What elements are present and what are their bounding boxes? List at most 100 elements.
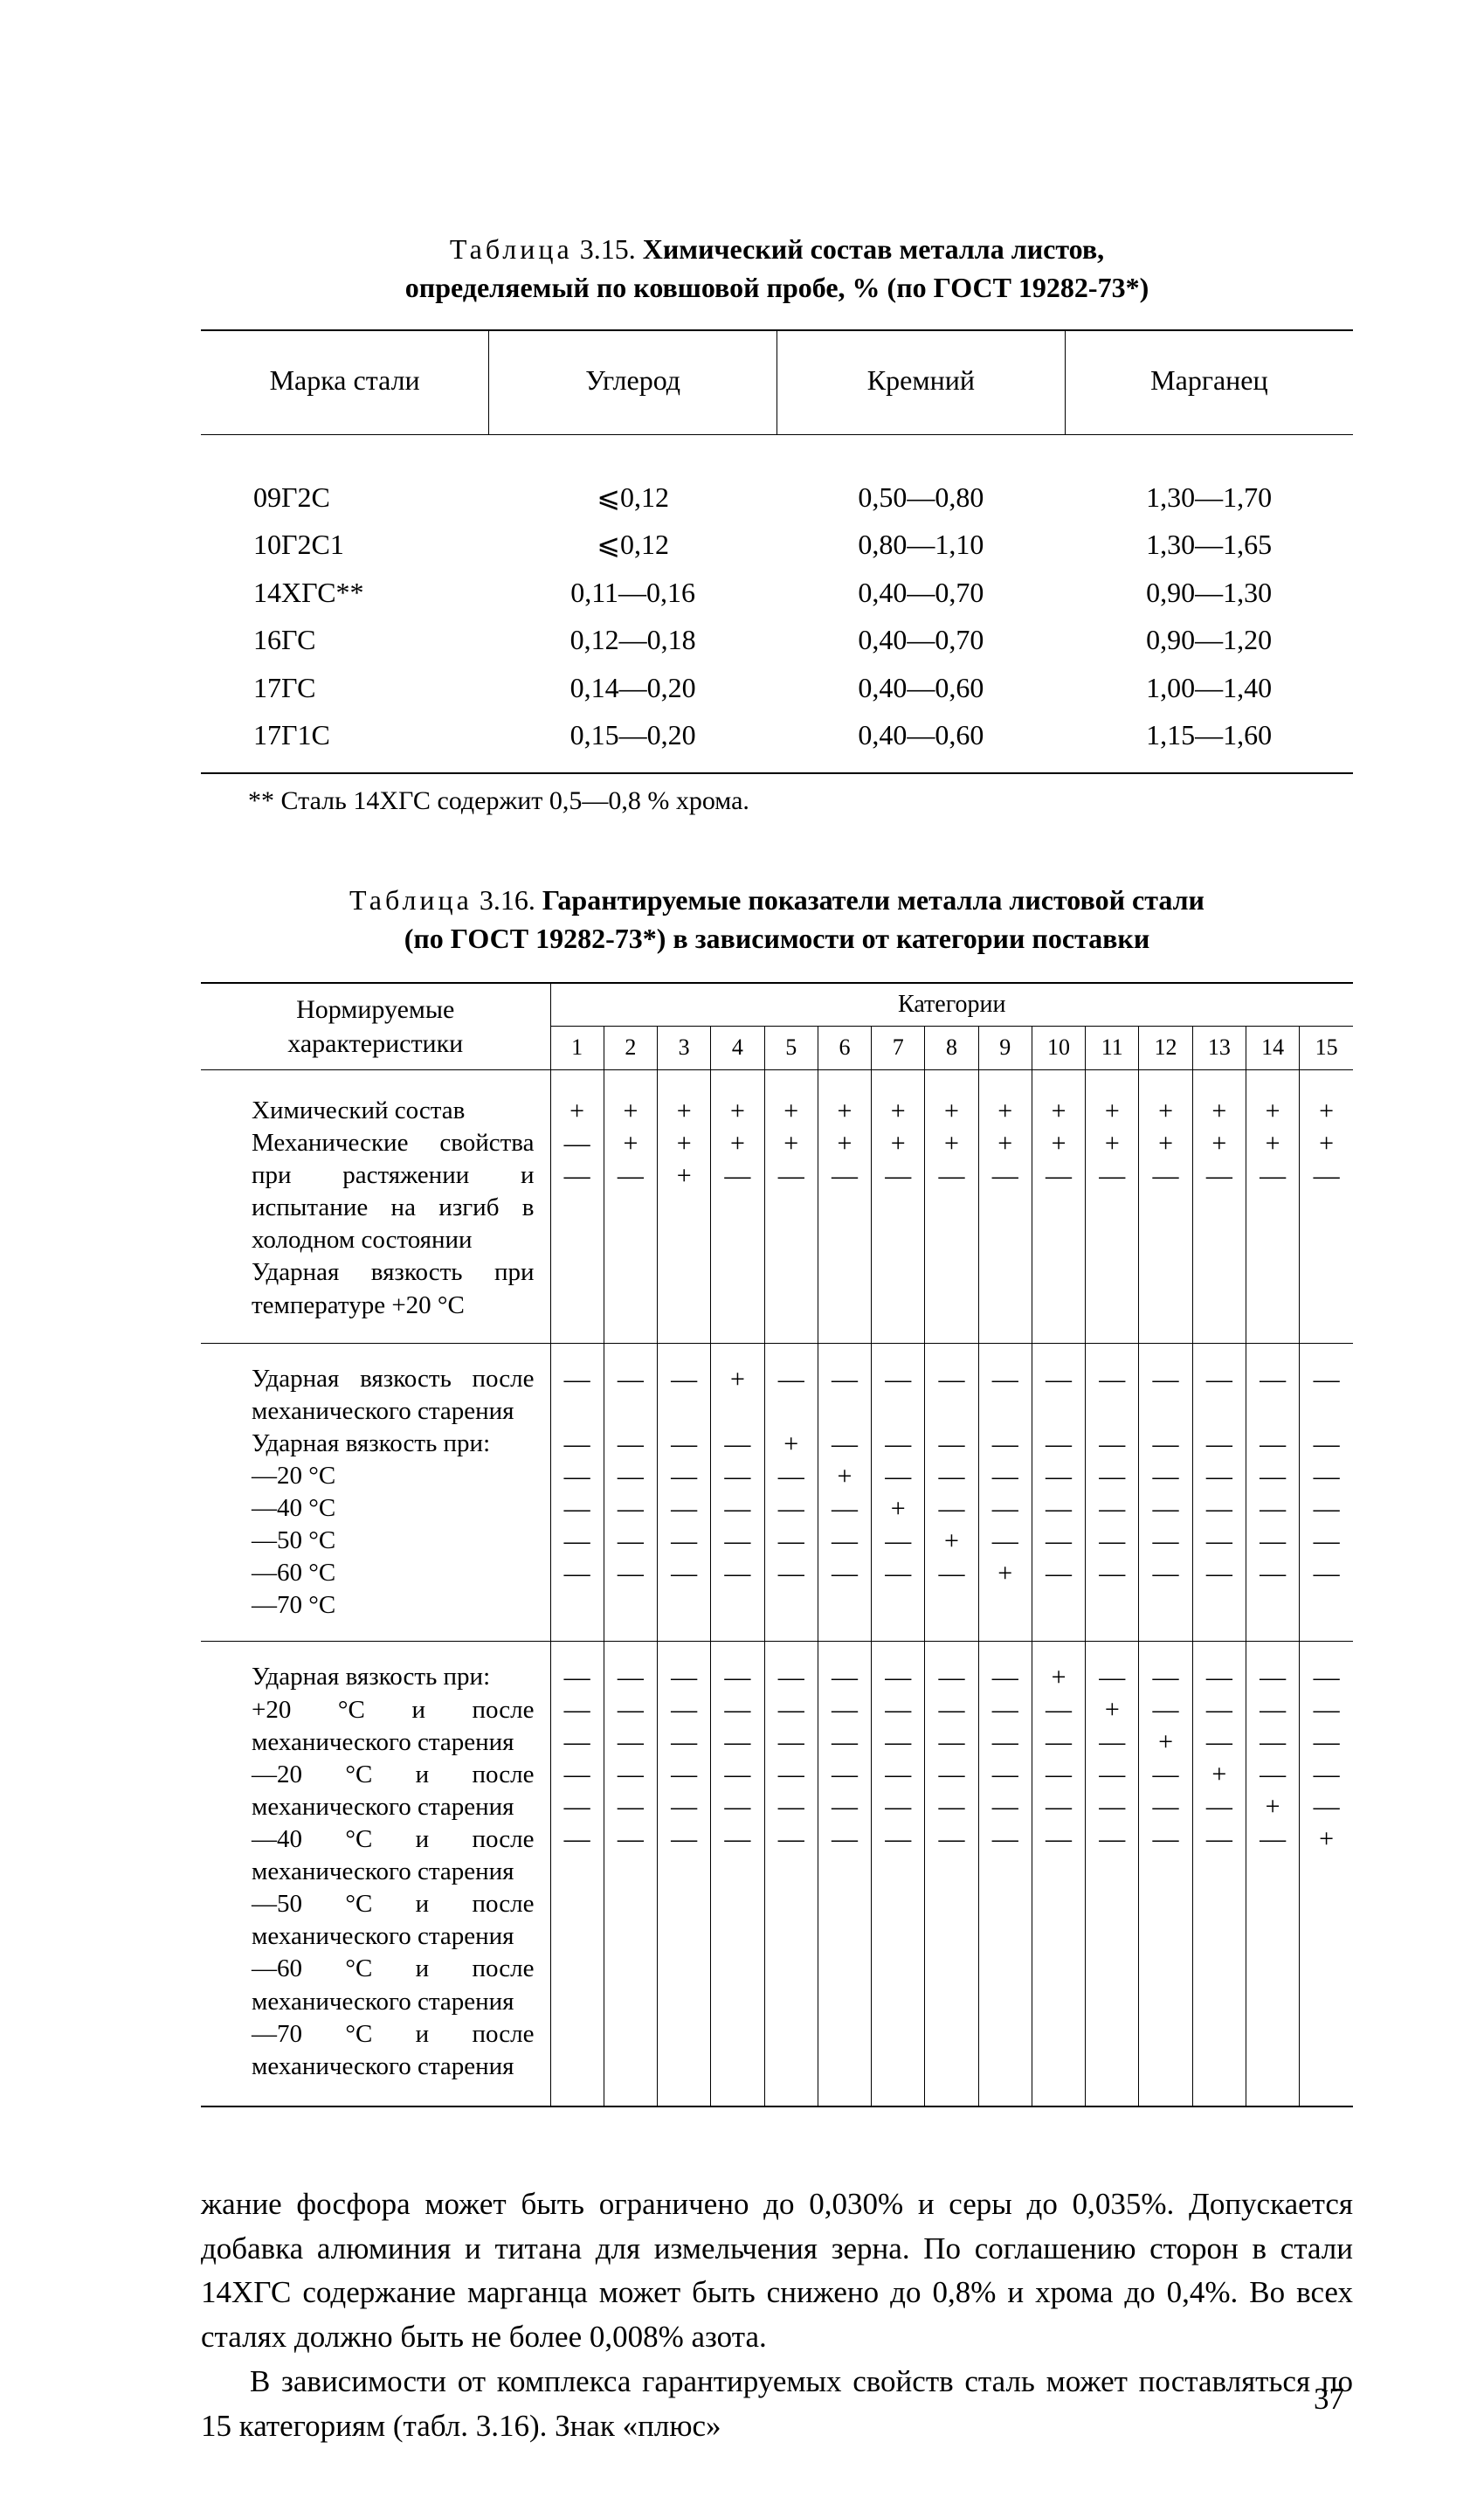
mark: —: [553, 1790, 602, 1823]
table-316-cell: ————+—: [1246, 1642, 1299, 2106]
table-316-cell: ++—: [978, 1069, 1032, 1343]
mark: +: [1195, 1758, 1244, 1790]
table-316-cell: +——: [550, 1069, 604, 1343]
mark: —: [873, 1557, 922, 1589]
mark: +: [1034, 1095, 1083, 1127]
table-316-category-number: 15: [1300, 1026, 1353, 1069]
mark: —: [767, 1363, 816, 1395]
mark: —: [1195, 1428, 1244, 1460]
mark: —: [820, 1661, 869, 1693]
paragraph: жание фосфора может быть ограничено до 0…: [201, 2182, 1353, 2360]
table-316-cell: ——————: [550, 1642, 604, 2106]
mark: —: [820, 1790, 869, 1823]
table-315-header: Углерод: [489, 330, 777, 435]
mark: —: [1034, 1492, 1083, 1525]
table-316-cell: ——————: [1086, 1343, 1139, 1642]
table-316-category-number: 10: [1032, 1026, 1085, 1069]
mark: —: [981, 1823, 1030, 1855]
table-cell: 17Г1С: [201, 711, 489, 773]
table-cell: 1,30—1,70: [1065, 435, 1353, 522]
table-316-cell: ———+——: [872, 1343, 925, 1642]
mark: —: [927, 1693, 976, 1726]
mark: —: [1195, 1823, 1244, 1855]
table-316-label: Таблица: [349, 884, 473, 916]
mark: —: [1087, 1758, 1136, 1790]
table-row: 17ГС0,14—0,200,40—0,601,00—1,40: [201, 664, 1353, 711]
mark: —: [1141, 1460, 1190, 1492]
table-cell: 09Г2С: [201, 435, 489, 522]
mark: —: [767, 1823, 816, 1855]
mark: —: [1248, 1823, 1297, 1855]
table-cell: 0,90—1,20: [1065, 616, 1353, 663]
mark: +: [1301, 1095, 1351, 1127]
mark: +: [927, 1095, 976, 1127]
table-316-cell: ——————: [604, 1343, 657, 1642]
mark: —: [1301, 1557, 1351, 1589]
mark: —: [1248, 1460, 1297, 1492]
mark: +: [713, 1363, 762, 1395]
table-cell: 0,40—0,60: [777, 664, 1066, 711]
mark: —: [1248, 1726, 1297, 1758]
mark: +: [1034, 1127, 1083, 1159]
mark: —: [1248, 1758, 1297, 1790]
mark: —: [927, 1159, 976, 1192]
table-315-title-line2: определяемый по ковшовой пробе, % (по ГО…: [201, 270, 1353, 305]
mark: —: [1034, 1525, 1083, 1557]
mark: +: [1301, 1127, 1351, 1159]
mark: —: [713, 1726, 762, 1758]
mark: —: [606, 1492, 655, 1525]
mark: —: [713, 1159, 762, 1192]
mark: —: [1301, 1693, 1351, 1726]
table-316-category-number: 1: [550, 1026, 604, 1069]
table-316-cell: —————+: [978, 1343, 1032, 1642]
mark: —: [1087, 1363, 1136, 1395]
mark: —: [1087, 1460, 1136, 1492]
mark: [606, 1395, 655, 1428]
mark: —: [1141, 1428, 1190, 1460]
table-cell: 0,15—0,20: [489, 711, 777, 773]
table-316-cell: +—————: [711, 1343, 764, 1642]
mark: —: [553, 1693, 602, 1726]
mark: —: [1195, 1159, 1244, 1192]
table-316-category-number: 2: [604, 1026, 657, 1069]
table-316-cell: ++—: [604, 1069, 657, 1343]
table-cell: 1,00—1,40: [1065, 664, 1353, 711]
mark: —: [606, 1557, 655, 1589]
mark: —: [927, 1726, 976, 1758]
table-316-cell: ——————: [978, 1642, 1032, 2106]
mark: —: [1141, 1823, 1190, 1855]
table-316-cell: ++—: [1086, 1069, 1139, 1343]
mark: +: [713, 1127, 762, 1159]
mark: —: [659, 1460, 708, 1492]
mark: —: [1195, 1661, 1244, 1693]
mark: [659, 1395, 708, 1428]
table-316-category-number: 11: [1086, 1026, 1139, 1069]
mark: —: [659, 1790, 708, 1823]
mark: [1141, 1395, 1190, 1428]
table-316: Нормируемые характеристики Категории 123…: [201, 982, 1353, 2107]
mark: —: [713, 1790, 762, 1823]
mark: +: [713, 1095, 762, 1127]
mark: —: [1034, 1363, 1083, 1395]
mark: —: [873, 1823, 922, 1855]
mark: —: [606, 1460, 655, 1492]
mark: —: [713, 1492, 762, 1525]
mark: —: [553, 1525, 602, 1557]
mark: —: [981, 1661, 1030, 1693]
table-cell: 1,15—1,60: [1065, 711, 1353, 773]
mark: +: [553, 1095, 602, 1127]
mark: —: [767, 1790, 816, 1823]
mark: —: [606, 1693, 655, 1726]
mark: —: [1301, 1363, 1351, 1395]
mark: —: [1301, 1726, 1351, 1758]
table-cell: 0,50—0,80: [777, 435, 1066, 522]
mark: +: [1087, 1693, 1136, 1726]
mark: +: [1248, 1790, 1297, 1823]
table-316-categories-label: Категории: [550, 983, 1353, 1026]
mark: —: [820, 1693, 869, 1726]
table-cell: 0,40—0,70: [777, 569, 1066, 616]
table-316-category-number: 14: [1246, 1026, 1299, 1069]
mark: +: [767, 1428, 816, 1460]
table-316-parameter: Химический составМеханические свойства п…: [201, 1069, 550, 1343]
mark: —: [713, 1823, 762, 1855]
